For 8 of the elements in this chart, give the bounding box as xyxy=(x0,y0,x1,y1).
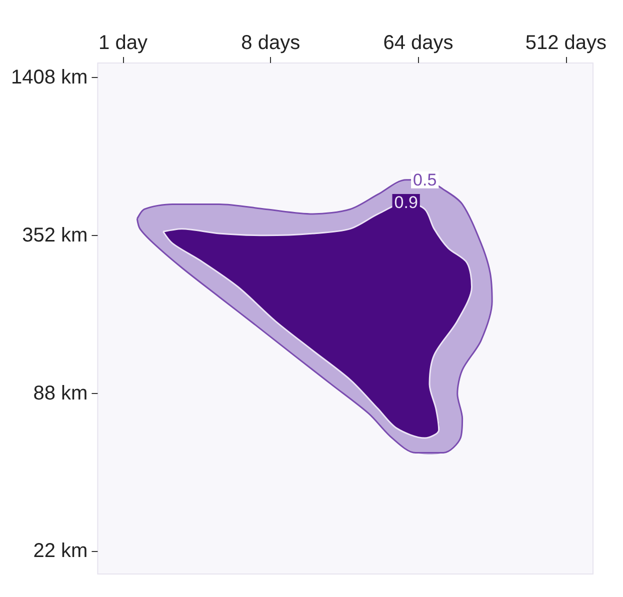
x-tick-label: 1 day xyxy=(98,32,148,54)
y-tick-label: 352 km xyxy=(22,224,88,246)
x-tick-label: 512 days xyxy=(525,32,606,54)
x-tick-label: 64 days xyxy=(383,32,454,54)
y-tick-label: 1408 km xyxy=(10,66,88,89)
x-tick-label: 8 days xyxy=(241,32,300,54)
y-tick-label: 88 km xyxy=(33,382,88,404)
y-tick-label: 22 km xyxy=(33,540,88,562)
